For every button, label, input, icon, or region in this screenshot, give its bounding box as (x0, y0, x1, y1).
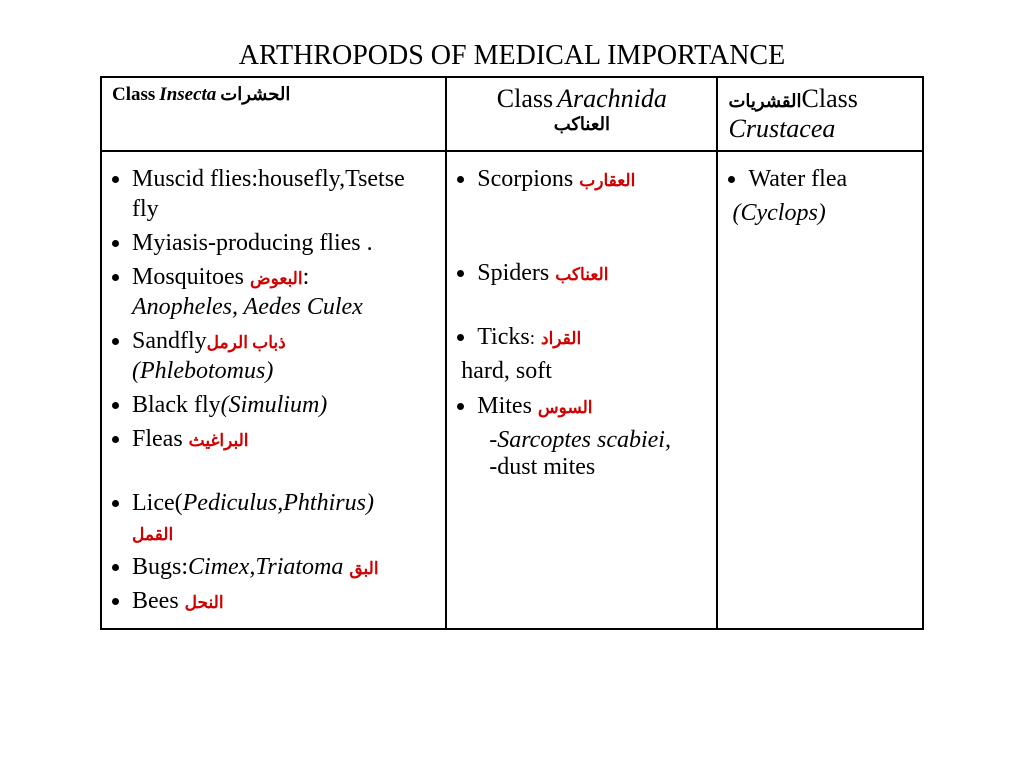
list-item: Bugs:Cimex,Triatoma البق (132, 550, 435, 584)
list-item: Muscid flies:housefly,Tsetse fly (132, 162, 435, 226)
header-class-name: Arachnida (557, 84, 667, 113)
list-item: Lice(Pediculus,Phthirus) القمل (132, 486, 435, 550)
item-label: Bees (132, 588, 179, 614)
item-sub: Anopheles, Aedes Culex (132, 294, 363, 320)
item-label: Mosquitoes (132, 264, 244, 290)
header-class-label: Class (112, 84, 155, 105)
item-label: Spiders (477, 260, 549, 286)
item-arabic: القمل (132, 525, 173, 544)
item-label: Ticks (477, 324, 529, 350)
item-arabic: البعوض (250, 269, 303, 288)
item-arabic: القراد (541, 329, 581, 348)
item-label: Lice( (132, 490, 183, 516)
item-label: Sandfly (132, 328, 207, 354)
item-italic: Cimex,Triatoma (188, 554, 343, 580)
item-arabic: العقارب (579, 171, 635, 190)
item-arabic: العناكب (555, 265, 608, 284)
waterflea-italic: (Cyclops) (732, 200, 912, 227)
item-label: Black fly (132, 392, 221, 418)
arthropods-table: Class Insecta الحشرات Class Arachnida ال… (100, 76, 924, 630)
header-arabic: الحشرات (220, 84, 290, 104)
item-arabic: النحل (185, 593, 224, 612)
header-arabic: القشريات (728, 91, 801, 111)
header-arachnida: Class Arachnida العناكب (446, 77, 717, 151)
item-italic: Pediculus,Phthirus) (183, 490, 374, 516)
item-label: Water flea (748, 166, 847, 192)
item-arabic: البراغيث (189, 431, 249, 450)
list-item: Spiders العناكب (477, 256, 706, 320)
list-item: Mites السوس (477, 389, 706, 423)
item-label: Bugs: (132, 554, 188, 580)
list-item: Water flea (748, 162, 912, 196)
header-class-name: Insecta (159, 84, 216, 105)
header-arabic: العناكب (554, 114, 610, 134)
item-colon: : (303, 264, 310, 290)
list-item: Fleas البراغيث (132, 422, 435, 486)
item-arabic: السوس (538, 398, 593, 417)
header-class-name: Crustacea (728, 114, 835, 143)
header-class-label: Class (497, 84, 553, 113)
list-item: Myiasis-producing flies . (132, 226, 435, 260)
mites-sub1: -Sarcoptes scabiei, (489, 427, 706, 454)
item-label: Fleas (132, 426, 183, 452)
table-header-row: Class Insecta الحشرات Class Arachnida ال… (101, 77, 923, 151)
list-item: Ticks: القراد (477, 320, 706, 354)
list-item: Black fly(Simulium) (132, 388, 435, 422)
header-crustacea: القشرياتClass Crustacea (717, 77, 923, 151)
item-label: Scorpions (477, 166, 573, 192)
item-arabic: البق (349, 559, 378, 578)
list-item: Scorpions العقارب (477, 162, 706, 256)
table-body-row: Muscid flies:housefly,Tsetse fly Myiasis… (101, 151, 923, 629)
item-colon: : (530, 328, 535, 349)
cell-insecta: Muscid flies:housefly,Tsetse fly Myiasis… (101, 151, 446, 629)
item-arabic: ذباب الرمل (207, 333, 286, 352)
mites-sub1-italic: Sarcoptes scabiei, (497, 427, 671, 453)
mites-sub2: -dust mites (489, 454, 706, 481)
header-insecta: Class Insecta الحشرات (101, 77, 446, 151)
list-item: Sandflyذباب الرمل (Phlebotomus) (132, 324, 435, 388)
page-title: ARTHROPODS OF MEDICAL IMPORTANCE (100, 40, 924, 72)
item-sub: (Phlebotomus) (132, 358, 273, 384)
header-class-label: Class (802, 84, 858, 113)
list-item: Bees النحل (132, 584, 435, 618)
list-item: Mosquitoes البعوض: Anopheles, Aedes Cule… (132, 260, 435, 324)
ticks-sub: hard, soft (461, 358, 706, 385)
cell-crustacea: Water flea (Cyclops) (717, 151, 923, 629)
item-label: Mites (477, 393, 532, 419)
item-italic: (Simulium) (221, 392, 328, 418)
cell-arachnida: Scorpions العقارب Spiders العناكب Ticks:… (446, 151, 717, 629)
